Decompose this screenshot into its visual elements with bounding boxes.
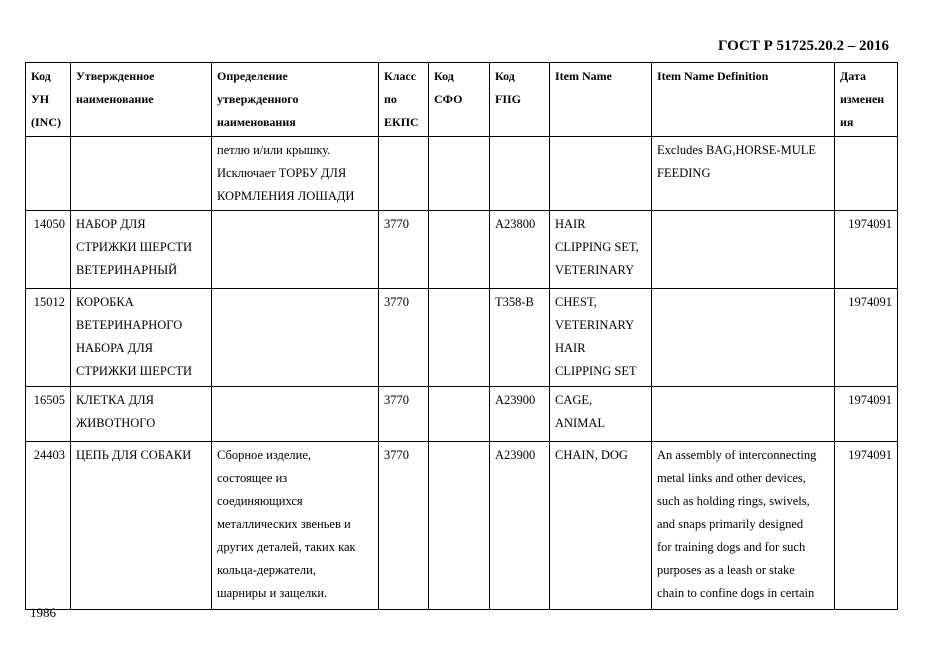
table-cell: CAGE, ANIMAL [549, 386, 652, 442]
table-cell: 1974091 [834, 386, 898, 442]
column-header: Код FIIG [489, 62, 550, 137]
table-cell [651, 288, 835, 387]
table-cell: 3770 [378, 386, 429, 442]
table-cell: Excludes BAG,HORSE-MULE FEEDING [651, 136, 835, 211]
table-cell: A23800 [489, 210, 550, 289]
table-cell [834, 136, 898, 211]
table-cell: ЦЕПЬ ДЛЯ СОБАКИ [70, 441, 212, 610]
table-cell [489, 136, 550, 211]
table-cell: HAIR CLIPPING SET, VETERINARY [549, 210, 652, 289]
table-cell [211, 386, 379, 442]
page-number: 1986 [30, 605, 56, 620]
table-cell [549, 136, 652, 211]
table-row: 24403 ЦЕПЬ ДЛЯ СОБАКИ Сборное изделие, сос… [25, 441, 898, 610]
table-cell: 1974091 [834, 441, 898, 610]
column-header: Item Name [549, 62, 652, 137]
table-cell: КОРОБКА ВЕТЕРИНАРНОГО НАБОРА ДЛЯ СТРИЖКИ… [70, 288, 212, 387]
table-cell: 15012 [25, 288, 71, 387]
table-cell [378, 136, 429, 211]
table-row: 16505 КЛЕТКА ДЛЯ ЖИВОТНОГО 3770 A23900 CAGE,… [25, 386, 898, 442]
column-header: Утвержденное наименование [70, 62, 212, 137]
table-row: 15012 КОРОБКА ВЕТЕРИНАРНОГО НАБОРА ДЛЯ СТ… [25, 288, 898, 387]
table-cell: Сборное изделие, состоящее из соединяющи… [211, 441, 379, 610]
table-cell: петлю и/или крышку. Исключает ТОРБУ ДЛЯ … [211, 136, 379, 211]
table-cell [651, 210, 835, 289]
table-row: петлю и/или крышку. Исключает ТОРБУ ДЛЯ … [25, 136, 898, 211]
table-cell: 1974091 [834, 288, 898, 387]
table-cell: A23900 [489, 441, 550, 610]
table-cell: T358-B [489, 288, 550, 387]
table-cell: 16505 [25, 386, 71, 442]
column-header: Item Name Definition [651, 62, 835, 137]
table-cell: 3770 [378, 441, 429, 610]
column-header: Код УН (INC) [25, 62, 71, 137]
table-cell [211, 288, 379, 387]
table-cell: CHAIN, DOG [549, 441, 652, 610]
table-cell [211, 210, 379, 289]
column-header: Дата изменен ия [834, 62, 898, 137]
table-cell: 24403 [25, 441, 71, 610]
table-cell: An assembly of interconnecting metal lin… [651, 441, 835, 610]
table-cell: НАБОР ДЛЯ СТРИЖКИ ШЕРСТИ ВЕТЕРИНАРНЫЙ [70, 210, 212, 289]
table-row: 14050 НАБОР ДЛЯ СТРИЖКИ ШЕРСТИ ВЕТЕРИНАРН… [25, 210, 898, 289]
column-header: Определение утвержденного наименования [211, 62, 379, 137]
table-cell [428, 210, 490, 289]
item-names-table: Код УН (INC) Утвержденное наименование Опр… [25, 62, 898, 610]
table-cell: 14050 [25, 210, 71, 289]
table-cell [428, 288, 490, 387]
table-cell [428, 386, 490, 442]
table-cell: CHEST, VETERINARY HAIR CLIPPING SET [549, 288, 652, 387]
table-cell: 1974091 [834, 210, 898, 289]
column-header: Класс по ЕКПС [378, 62, 429, 137]
table-cell [25, 136, 71, 211]
table-cell: A23900 [489, 386, 550, 442]
table-cell [651, 386, 835, 442]
table-header-row: Код УН (INC) Утвержденное наименование Опр… [25, 62, 898, 137]
table-cell: КЛЕТКА ДЛЯ ЖИВОТНОГО [70, 386, 212, 442]
table-cell: 3770 [378, 288, 429, 387]
table-cell [428, 441, 490, 610]
table-cell [70, 136, 212, 211]
table-cell [428, 136, 490, 211]
column-header: Код СФО [428, 62, 490, 137]
standard-designation: ГОСТ Р 51725.20.2 – 2016 [717, 38, 889, 54]
table-cell: 3770 [378, 210, 429, 289]
